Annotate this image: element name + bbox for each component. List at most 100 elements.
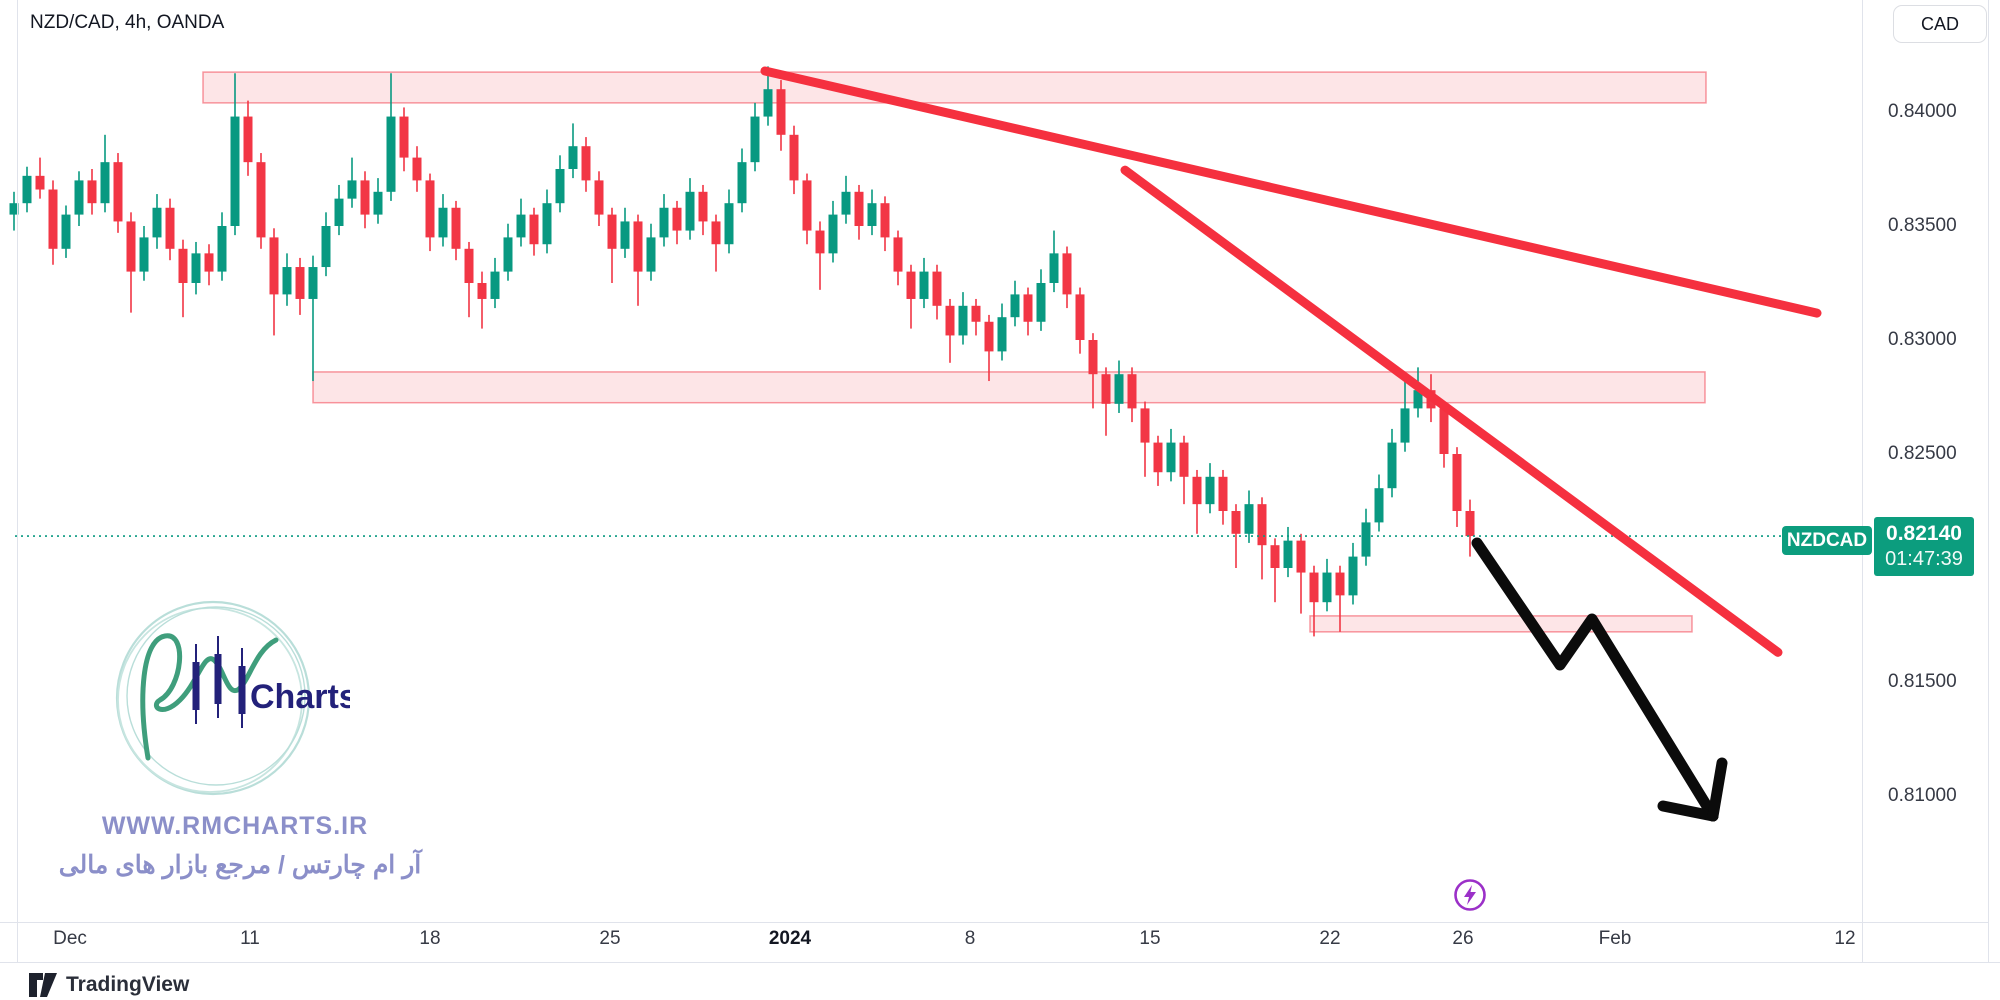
candle-body bbox=[529, 214, 539, 245]
candle-body bbox=[763, 89, 773, 117]
candle-body bbox=[711, 221, 721, 245]
candle-body bbox=[789, 134, 799, 181]
arrow-head bbox=[1707, 757, 1728, 822]
candle-body bbox=[737, 162, 747, 204]
time-tick-label: 11 bbox=[240, 928, 260, 949]
candle-body bbox=[1283, 540, 1293, 568]
candle-body bbox=[1413, 390, 1423, 409]
tradingview-attribution[interactable]: TradingView bbox=[28, 972, 189, 998]
candle-body bbox=[477, 283, 487, 299]
candle-body bbox=[35, 175, 45, 190]
price-tick-label: 0.82500 bbox=[1888, 443, 1957, 464]
candle-body bbox=[360, 180, 370, 215]
candle-body bbox=[997, 317, 1007, 352]
candle-body bbox=[1088, 340, 1098, 375]
candle-body bbox=[490, 271, 500, 299]
candle-body bbox=[1257, 504, 1267, 546]
candle-body bbox=[802, 180, 812, 231]
candle-body bbox=[594, 180, 604, 215]
candle-body bbox=[867, 203, 877, 226]
candle-body bbox=[113, 162, 123, 222]
candle-body bbox=[412, 157, 422, 181]
candle-body bbox=[750, 116, 760, 163]
supply-demand-zone-support-lower bbox=[1309, 615, 1693, 633]
descending-trendline-shallow bbox=[760, 66, 1822, 318]
candle-body bbox=[1101, 374, 1111, 404]
time-tick-label: 18 bbox=[419, 928, 441, 949]
candle-body bbox=[1270, 545, 1280, 568]
candle-body bbox=[1361, 522, 1371, 557]
candle-body bbox=[61, 214, 71, 249]
candle-body bbox=[581, 146, 591, 181]
candle-body bbox=[724, 203, 734, 245]
candle-body bbox=[347, 180, 357, 199]
descending-trendline-steep bbox=[1120, 165, 1783, 657]
persian-tagline: آر ام چارتس / مرجع بازار های مالی bbox=[58, 851, 422, 879]
candle-body bbox=[308, 267, 318, 299]
candle-body bbox=[1452, 454, 1462, 511]
candle-body bbox=[503, 237, 513, 272]
candle-body bbox=[230, 116, 240, 226]
ticker-price-flag: NZDCAD bbox=[1782, 526, 1872, 555]
logo-circle-sketch bbox=[115, 600, 311, 796]
candle-body bbox=[399, 116, 409, 158]
last-price-value: 0.82140 bbox=[1886, 521, 1962, 545]
price-tick-label: 0.84000 bbox=[1888, 101, 1957, 122]
symbol-title[interactable]: NZD/CAD, 4h, OANDA bbox=[30, 12, 225, 33]
bar-countdown: 01:47:39 bbox=[1885, 548, 1963, 571]
candle-body bbox=[854, 191, 864, 226]
candle-body bbox=[464, 248, 474, 283]
candle-body bbox=[958, 305, 968, 336]
candle-body bbox=[672, 207, 682, 231]
time-axis-separator[interactable] bbox=[0, 922, 1988, 923]
logo-charts-text: Charts bbox=[250, 678, 350, 716]
candle-body bbox=[1374, 488, 1384, 523]
price-axis-separator[interactable] bbox=[1862, 0, 1863, 962]
candle-body bbox=[893, 237, 903, 272]
candle-body bbox=[1114, 374, 1124, 404]
price-tick-label: 0.81500 bbox=[1888, 671, 1957, 692]
candle-body bbox=[776, 89, 786, 135]
candle-body bbox=[321, 226, 331, 268]
candle-body bbox=[646, 237, 656, 272]
time-tick-label: 22 bbox=[1319, 928, 1341, 949]
candle-body bbox=[919, 271, 929, 299]
widget-right-border bbox=[1988, 0, 1989, 962]
candle-body bbox=[1244, 504, 1254, 534]
candle-body bbox=[945, 305, 955, 336]
candle-body bbox=[1153, 442, 1163, 473]
time-tick-label: 25 bbox=[599, 928, 621, 949]
candle-body bbox=[334, 198, 344, 226]
candle-body bbox=[48, 189, 58, 249]
candle-body bbox=[542, 203, 552, 245]
candle-body bbox=[698, 191, 708, 222]
supply-demand-zone-resistance-mid bbox=[312, 371, 1706, 404]
time-tick-label: 15 bbox=[1139, 928, 1161, 949]
price-tick-label: 0.83500 bbox=[1888, 215, 1957, 236]
price-tick-label: 0.83000 bbox=[1888, 329, 1957, 350]
candle-body bbox=[269, 237, 279, 295]
candle-body bbox=[685, 191, 695, 231]
candle-body bbox=[217, 226, 227, 272]
candle-body bbox=[1140, 408, 1150, 443]
candle-body bbox=[932, 271, 942, 306]
logo-candlestick-bars bbox=[192, 636, 246, 728]
candle-body bbox=[841, 191, 851, 215]
candle-body bbox=[555, 169, 565, 204]
candle-body bbox=[633, 221, 643, 272]
candle-body bbox=[438, 207, 448, 238]
candle-body bbox=[1075, 294, 1085, 340]
candle-body bbox=[1231, 511, 1241, 534]
rmcharts-logo: Charts bbox=[90, 578, 358, 823]
currency-toggle-button[interactable]: CAD bbox=[1893, 5, 1987, 43]
candle-body bbox=[1348, 556, 1358, 596]
candle-body bbox=[1465, 511, 1475, 537]
lightning-event-icon[interactable] bbox=[1452, 877, 1488, 913]
time-tick-label: Feb bbox=[1598, 928, 1632, 949]
candle-body bbox=[620, 221, 630, 249]
candle-body bbox=[126, 221, 136, 272]
last-price-label: 0.82140 01:47:39 bbox=[1874, 517, 1974, 576]
candle-body bbox=[451, 207, 461, 249]
